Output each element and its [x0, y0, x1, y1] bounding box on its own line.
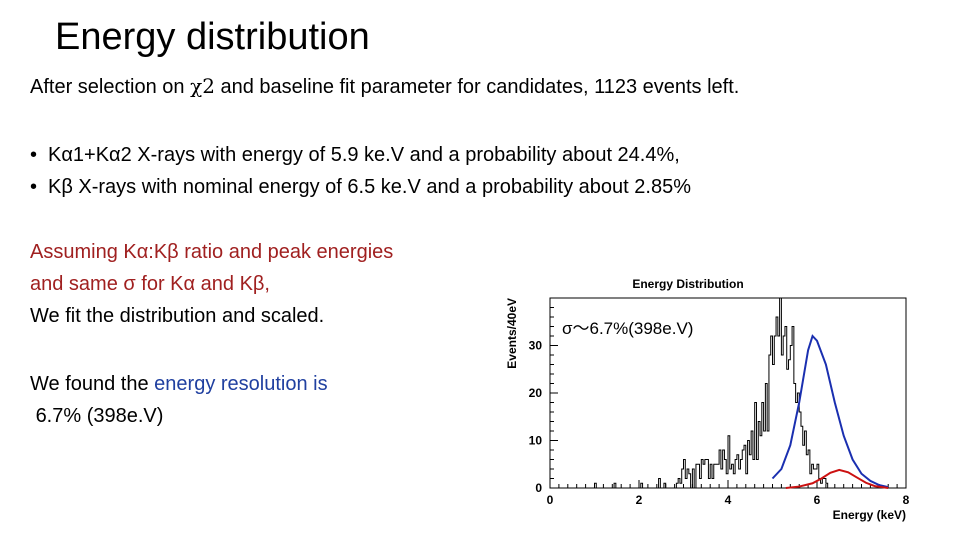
bullet-text: Kα1+Kα2 X-rays with energy of 5.9 ke.V a…	[48, 144, 680, 166]
chart-title: Energy Distribution	[632, 277, 743, 291]
total-fit-curve	[771, 334, 889, 489]
y-axis-label: Events/40eV	[505, 298, 519, 369]
bullet-marker: •	[30, 176, 38, 198]
assumption-line: and same σ for Kα and Kβ,	[30, 273, 270, 295]
result-block: We found the energy resolution is 6.7% (…	[30, 368, 328, 432]
y-tick-label: 30	[529, 339, 543, 353]
subtitle-prefix: After selection on	[30, 76, 191, 98]
x-tick-label: 4	[725, 493, 732, 507]
x-tick-label: 2	[636, 493, 643, 507]
subtitle-suffix: and baseline fit parameter for candidate…	[214, 76, 740, 98]
bullet-list: • Kα1+Kα2 X-rays with energy of 5.9 ke.V …	[30, 139, 691, 203]
fit-line: We fit the distribution and scaled.	[30, 305, 325, 327]
slide-subtitle: After selection on χ2 and baseline fit p…	[30, 74, 739, 99]
kbeta-fit-curve	[785, 468, 889, 489]
result-prefix: We found the	[30, 373, 155, 395]
energy-chart: Energy Distribution 0 10 20 30 0 2 4 6 8 Energy (k…	[490, 262, 920, 524]
bullet-item: • Kβ X-rays with nominal energy of 6.5 ke…	[30, 171, 691, 203]
result-highlight: energy resolution is	[154, 373, 328, 395]
bullet-text: Kβ X-rays with nominal energy of 6.5 ke.…	[48, 176, 691, 198]
sigma-annotation: σ〜6.7%(398e.V)	[562, 319, 693, 338]
result-line: We found the energy resolution is	[30, 368, 328, 400]
bullet-item: • Kα1+Kα2 X-rays with energy of 5.9 ke.V …	[30, 139, 691, 171]
bullet-marker: •	[30, 144, 38, 166]
y-tick-label: 0	[535, 481, 542, 495]
chi-symbol: χ	[190, 74, 203, 98]
x-tick-label: 0	[547, 493, 554, 507]
histogram-series	[550, 297, 901, 489]
x-axis-label: Energy (keV)	[833, 508, 906, 522]
result-value: 6.7% (398e.V)	[30, 400, 328, 432]
assumption-block: Assuming Kα:Kβ ratio and peak energies a…	[30, 236, 393, 332]
y-tick-label: 10	[529, 434, 543, 448]
y-tick-label: 20	[529, 386, 543, 400]
chi-exponent: 2	[202, 74, 215, 98]
slide-title: Energy distribution	[55, 16, 370, 58]
assumption-line: Assuming Kα:Kβ ratio and peak energies	[30, 241, 394, 263]
x-tick-label: 6	[814, 493, 821, 507]
result-value-text: 6.7% (398e.V)	[35, 405, 164, 427]
x-tick-label: 8	[903, 493, 910, 507]
